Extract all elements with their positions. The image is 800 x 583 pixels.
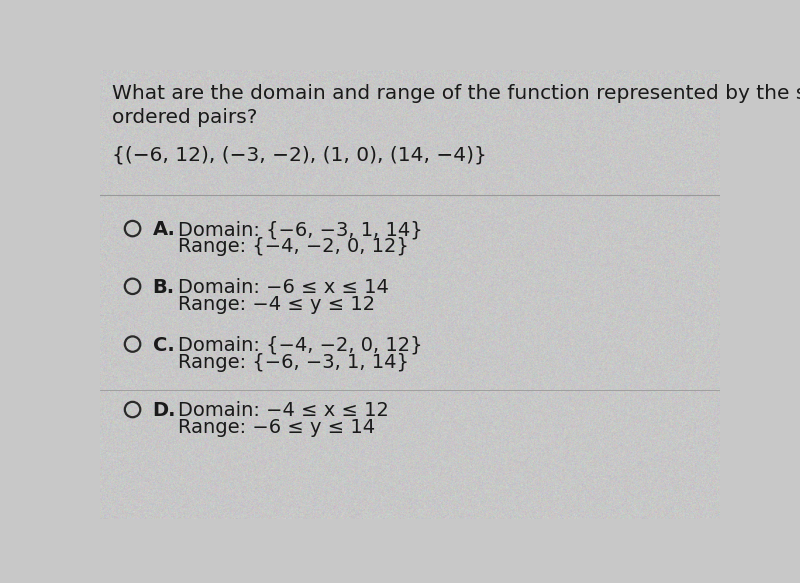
Text: Domain: −4 ≤ x ≤ 12: Domain: −4 ≤ x ≤ 12 [178, 401, 388, 420]
Text: A.: A. [153, 220, 175, 239]
Text: Range: {−6, −3, 1, 14}: Range: {−6, −3, 1, 14} [178, 353, 409, 371]
Text: Range: −6 ≤ y ≤ 14: Range: −6 ≤ y ≤ 14 [178, 418, 374, 437]
Text: D.: D. [153, 401, 176, 420]
Text: ordered pairs?: ordered pairs? [112, 108, 258, 128]
Text: Range: {−4, −2, 0, 12}: Range: {−4, −2, 0, 12} [178, 237, 408, 256]
Text: What are the domain and range of the function represented by the set of: What are the domain and range of the fun… [112, 84, 800, 103]
Text: B.: B. [153, 278, 175, 297]
Text: {(−6, 12), (−3, −2), (1, 0), (14, −4)}: {(−6, 12), (−3, −2), (1, 0), (14, −4)} [112, 145, 487, 164]
Text: Range: −4 ≤ y ≤ 12: Range: −4 ≤ y ≤ 12 [178, 295, 374, 314]
Text: Domain: −6 ≤ x ≤ 14: Domain: −6 ≤ x ≤ 14 [178, 278, 388, 297]
Text: Domain: {−6, −3, 1, 14}: Domain: {−6, −3, 1, 14} [178, 220, 422, 239]
Text: Domain: {−4, −2, 0, 12}: Domain: {−4, −2, 0, 12} [178, 336, 422, 354]
Text: C.: C. [153, 336, 174, 354]
